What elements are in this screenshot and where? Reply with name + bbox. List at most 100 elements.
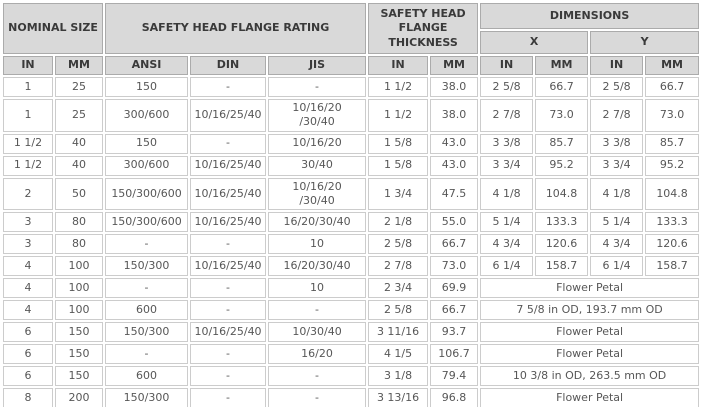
cell: 2 7/8 [480, 99, 534, 132]
cell: - [190, 344, 267, 365]
cell: 66.7 [535, 77, 589, 97]
cell: 66.7 [645, 77, 700, 97]
cell: - [105, 278, 189, 299]
cell: 85.7 [535, 133, 589, 154]
cell: 73.0 [645, 99, 700, 132]
cell: 3 [3, 212, 53, 233]
cell: 150/300 [105, 388, 189, 407]
cell: 3 3/4 [480, 155, 534, 176]
cell: 4 3/4 [590, 234, 644, 255]
cell: 3 11/16 [368, 322, 429, 343]
cell: 2 5/8 [368, 300, 429, 321]
cell: 150 [105, 133, 189, 154]
cell: 150/300/600 [105, 212, 189, 233]
cell: 10/16/25/40 [190, 99, 267, 132]
cell: 95.2 [645, 155, 700, 176]
col-ansi: ANSI [105, 56, 189, 75]
cell: 6 [3, 344, 53, 365]
table-row: 6 150 150/300 10/16/25/40 10/30/40 3 11/16 93.… [3, 322, 700, 343]
cell: 3 3/4 [590, 155, 644, 176]
cell: - [268, 366, 367, 387]
cell: 5 1/4 [480, 212, 534, 233]
cell: 1 3/4 [368, 177, 429, 211]
cell: 3 [3, 234, 53, 255]
header-dimensions: DIMENSIONS [480, 3, 700, 29]
table-row: 6 150- -16/20 4 1/5 106.7 Flower Petal [3, 344, 700, 365]
col-din: DIN [190, 56, 267, 75]
cell: 150 [55, 344, 104, 365]
cell: 73.0 [430, 256, 479, 277]
cell: - [105, 344, 189, 365]
cell: 120.6 [535, 234, 589, 255]
table-row: 4 100 150/300 10/16/25/40 16/20/30/40 2 7/8 73… [3, 256, 700, 277]
cell: - [190, 300, 267, 321]
cell: 2 5/8 [368, 234, 429, 255]
cell: - [190, 133, 267, 154]
cell: 600 [105, 366, 189, 387]
cell: 80 [55, 212, 104, 233]
table-row: 4 100- -10 2 3/4 69.9 Flower Petal [3, 278, 700, 299]
cell: 4 1/8 [480, 177, 534, 211]
cell: 93.7 [430, 322, 479, 343]
col-jis: JIS [268, 56, 367, 75]
header-dimension-x: X [480, 31, 589, 54]
cell: - [268, 300, 367, 321]
cell: 10/16/25/40 [190, 177, 267, 211]
col-thickness-in: IN [368, 56, 429, 75]
cell: 100 [55, 256, 104, 277]
cell: 38.0 [430, 77, 479, 97]
cell: 1 [3, 99, 53, 132]
cell: 150/300 [105, 322, 189, 343]
cell: 80 [55, 234, 104, 255]
merged-dimension-cell: Flower Petal [480, 322, 700, 343]
table-row: 1 1/2 40 150-10/16/20 1 5/8 43.0 3 3/8 85.7 3 3… [3, 133, 700, 154]
cell: 150/300/600 [105, 177, 189, 211]
cell: 25 [55, 77, 104, 97]
cell: 10/16/25/40 [190, 155, 267, 176]
cell: 43.0 [430, 155, 479, 176]
cell: 40 [55, 155, 104, 176]
cell: - [105, 234, 189, 255]
cell: 38.0 [430, 99, 479, 132]
cell: 50 [55, 177, 104, 211]
table-row: 1 1/2 40 300/600 10/16/25/40 30/40 1 5/8 43.0 3… [3, 155, 700, 176]
cell: 55.0 [430, 212, 479, 233]
cell: 1 [3, 77, 53, 97]
cell: 1 5/8 [368, 133, 429, 154]
cell: 2 3/4 [368, 278, 429, 299]
cell: 200 [55, 388, 104, 407]
cell: 158.7 [535, 256, 589, 277]
cell: 10 [268, 278, 367, 299]
cell: 100 [55, 278, 104, 299]
cell: 150 [55, 322, 104, 343]
cell: 4 1/8 [590, 177, 644, 211]
table-row: 4 100 600- -2 5/8 66.7 7 5/8 in OD, 193.7 mm … [3, 300, 700, 321]
cell: 1 5/8 [368, 155, 429, 176]
cell: 1 1/2 [3, 133, 53, 154]
cell: 66.7 [430, 300, 479, 321]
cell: 40 [55, 133, 104, 154]
cell: 120.6 [645, 234, 700, 255]
merged-dimension-cell: Flower Petal [480, 278, 700, 299]
merged-dimension-cell: 10 3/8 in OD, 263.5 mm OD [480, 366, 700, 387]
cell: 5 1/4 [590, 212, 644, 233]
table-row: 1 25 300/600 10/16/25/40 10/16/20 /30/40 1 1/… [3, 99, 700, 132]
cell: 6 [3, 322, 53, 343]
cell: 4 3/4 [480, 234, 534, 255]
cell: 600 [105, 300, 189, 321]
header-flange-thickness: SAFETY HEAD FLANGE THICKNESS [368, 3, 479, 54]
cell: 6 [3, 366, 53, 387]
cell: 106.7 [430, 344, 479, 365]
cell: 104.8 [645, 177, 700, 211]
cell: 10/30/40 [268, 322, 367, 343]
cell: - [190, 77, 267, 97]
cell: 2 7/8 [590, 99, 644, 132]
cell: 300/600 [105, 99, 189, 132]
cell: 300/600 [105, 155, 189, 176]
table-row: 8 200 150/300- -3 13/16 96.8 Flower Petal [3, 388, 700, 407]
col-thickness-mm: MM [430, 56, 479, 75]
cell: 3 13/16 [368, 388, 429, 407]
cell: 10/16/20 [268, 133, 367, 154]
cell: 8 [3, 388, 53, 407]
